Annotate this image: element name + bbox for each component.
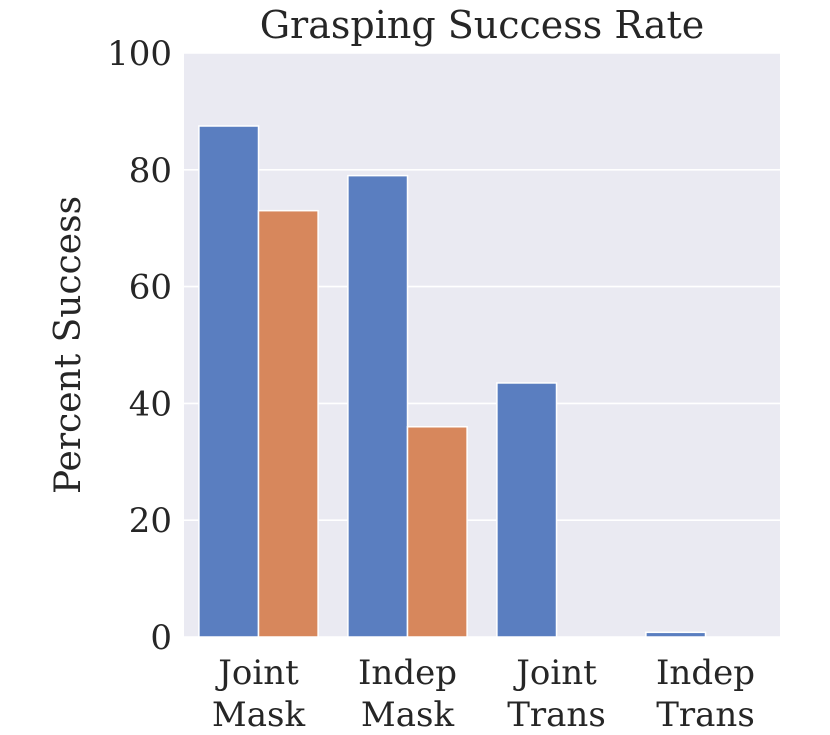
y-tick-label: 80 (129, 151, 172, 191)
x-tick-label-line: Joint (513, 653, 597, 693)
bar (496, 382, 558, 638)
x-tick-label-line: Indep (656, 653, 755, 693)
y-tick-label: 0 (150, 618, 172, 658)
x-tick-label: Joint Mask (212, 653, 306, 735)
x-tick-label: Indep Trans (656, 653, 755, 735)
bar (257, 209, 319, 638)
bar (406, 426, 468, 638)
bar (645, 631, 707, 638)
x-tick-label-line: Trans (656, 695, 755, 735)
chart-title: Grasping Success Rate (260, 3, 705, 47)
y-axis-label: Percent Success (48, 196, 89, 494)
x-tick-label: Joint Trans (507, 653, 606, 735)
x-tick-label-line: Joint (215, 653, 299, 693)
bar (347, 174, 409, 638)
y-tick-label: 20 (129, 501, 172, 541)
y-tick-label: 40 (129, 384, 172, 424)
x-tick-label-line: Trans (507, 695, 606, 735)
y-tick-label: 60 (129, 268, 172, 308)
bars (198, 125, 707, 638)
x-tick-label-line: Indep (358, 653, 457, 693)
y-tick-labels: 0 20 40 60 80 100 (107, 34, 172, 658)
bar (198, 125, 260, 638)
y-tick-label: 100 (107, 34, 172, 74)
x-tick-label-line: Mask (361, 695, 455, 735)
x-tick-label: Indep Mask (358, 653, 457, 735)
x-tick-label-line: Mask (212, 695, 306, 735)
